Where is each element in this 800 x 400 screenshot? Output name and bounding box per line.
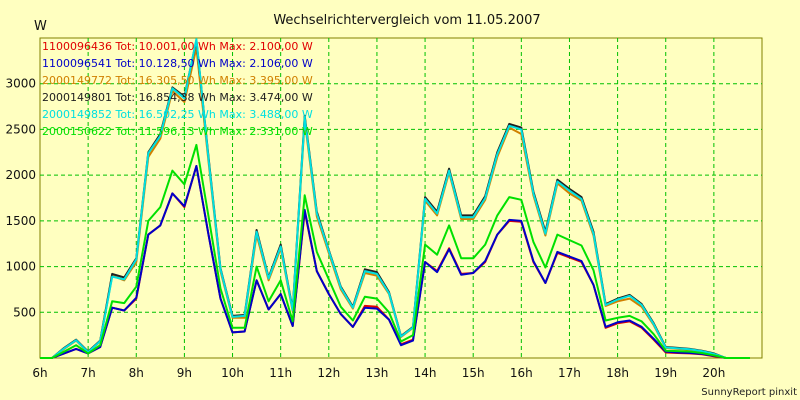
x-tick-label: 8h (129, 366, 144, 380)
y-tick-label: 1000 (5, 260, 36, 274)
grid (40, 38, 762, 358)
legend-entry-6: 2000150622 Tot: 11.596,13 Wh Max: 2.331,… (42, 125, 313, 138)
x-tick-label: 7h (81, 366, 96, 380)
legend-entry-4: 2000149801 Tot: 16.854,38 Wh Max: 3.474,… (42, 91, 313, 104)
x-tick-label: 12h (317, 366, 340, 380)
legend-entry-5: 2000149852 Tot: 16.502,25 Wh Max: 3.488,… (42, 108, 313, 121)
y-axis-ticks: 500 1000 1500 2000 2500 3000 (5, 77, 36, 320)
footer-credit: SunnyReport pinxit (701, 387, 797, 398)
series-line-5 (40, 38, 750, 359)
y-tick-label: 500 (13, 305, 36, 319)
x-tick-label: 15h (462, 366, 485, 380)
chart-title: Wechselrichtervergleich vom 11.05.2007 (273, 13, 540, 28)
x-tick-label: 10h (221, 366, 244, 380)
x-tick-label: 16h (510, 366, 533, 380)
legend-entry-1: 1100096436 Tot: 10.001,00 Wh Max: 2.100,… (42, 40, 313, 53)
x-tick-label: 6h (32, 366, 47, 380)
x-tick-label: 11h (269, 366, 292, 380)
x-tick-label: 17h (558, 366, 581, 380)
series-line-6 (40, 143, 750, 359)
x-tick-label: 9h (177, 366, 192, 380)
legend-entry-2: 1100096541 Tot: 10.128,50 Wh Max: 2.106,… (42, 57, 313, 70)
legend: 1100096436 Tot: 10.001,00 Wh Max: 2.100,… (42, 40, 313, 138)
x-tick-label: 18h (606, 366, 629, 380)
x-tick-label: 13h (365, 366, 388, 380)
x-tick-label: 20h (702, 366, 725, 380)
x-tick-label: 14h (414, 366, 437, 380)
y-tick-label: 3000 (5, 77, 36, 91)
y-axis-unit: W (34, 19, 47, 34)
legend-entry-3: 2000149772 Tot: 16.305,50 Wh Max: 3.395,… (42, 74, 313, 87)
x-axis-ticks: 6h 7h 8h 9h 10h 11h 12h 13h 14h 15h 16h 17h 18h 19h 20… (32, 366, 725, 380)
y-tick-label: 2000 (5, 168, 36, 182)
x-tick-label: 19h (654, 366, 677, 380)
y-tick-label: 2500 (5, 122, 36, 136)
y-tick-label: 1500 (5, 214, 36, 228)
series-line-2 (40, 165, 750, 359)
series-lines (40, 38, 750, 359)
